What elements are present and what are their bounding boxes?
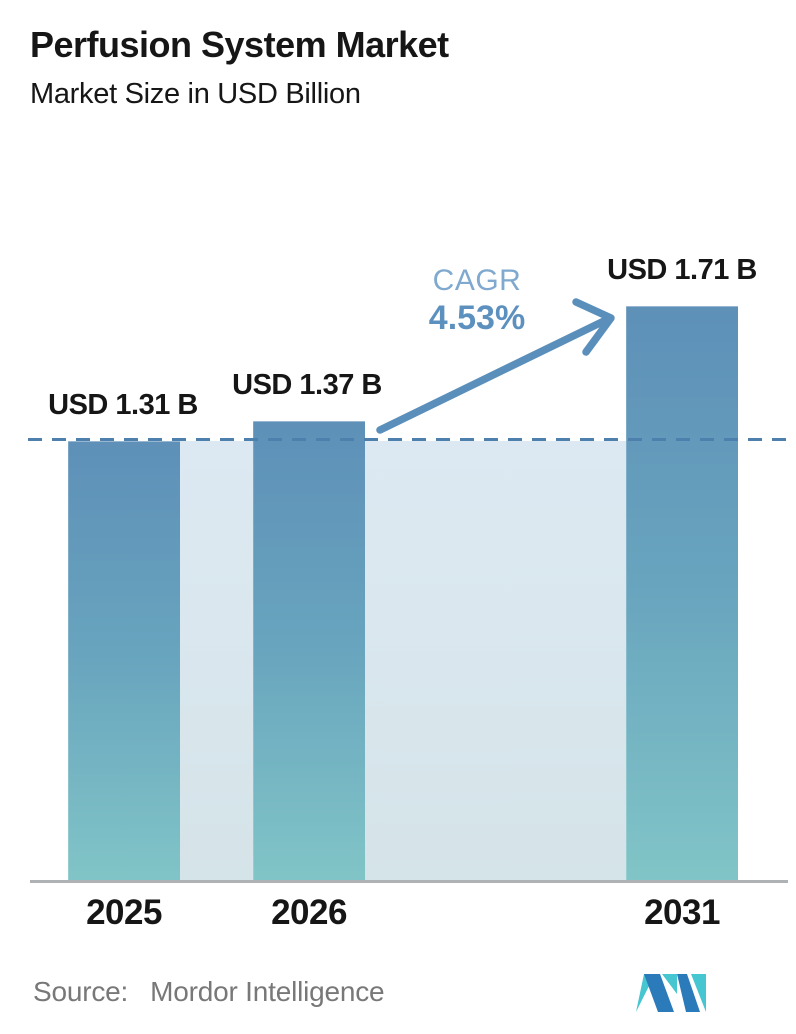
- page-title: Perfusion System Market: [30, 24, 449, 65]
- value-label-2031: USD 1.71 B: [607, 254, 757, 286]
- source-label: Source:: [33, 976, 129, 1007]
- cagr-value: 4.53%: [428, 299, 526, 337]
- projection-band: [180, 441, 626, 883]
- value-label-2026: USD 1.37 B: [232, 369, 382, 401]
- bar-2026: [253, 421, 365, 883]
- x-tick-2026: 2026: [271, 893, 347, 932]
- source-name: Mordor Intelligence: [150, 976, 385, 1007]
- page-subtitle: Market Size in USD Billion: [30, 78, 361, 110]
- mordor-intelligence-logo-icon: [636, 974, 706, 1012]
- source-attribution: Source: Mordor Intelligence: [33, 976, 385, 1008]
- x-tick-2025: 2025: [86, 893, 162, 932]
- bar-2031: [626, 306, 738, 883]
- reference-dashed-line: [28, 438, 786, 441]
- cagr-label: CAGR: [432, 264, 522, 297]
- value-label-2025: USD 1.31 B: [48, 389, 198, 421]
- cagr-annotation: CAGR 4.53%: [367, 264, 587, 337]
- bar-2025: [68, 441, 180, 883]
- x-tick-2031: 2031: [644, 893, 720, 932]
- x-axis-line: [30, 880, 788, 883]
